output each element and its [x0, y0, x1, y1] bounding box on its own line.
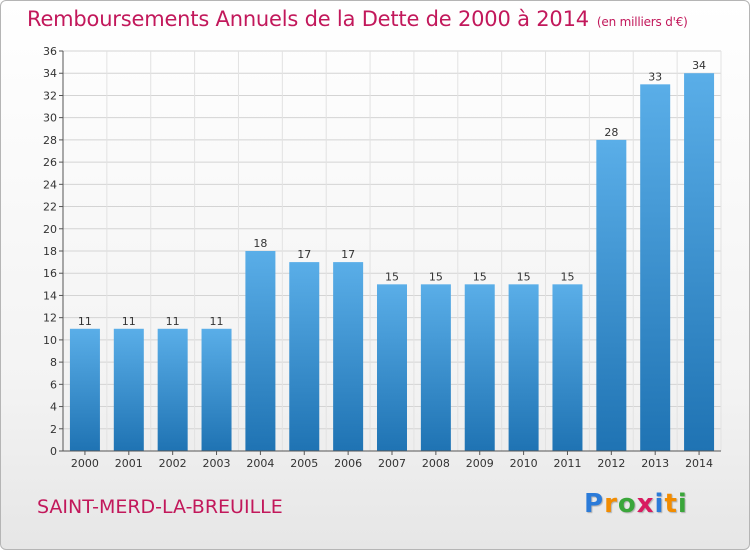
- data-label-2002: 11: [166, 315, 180, 328]
- x-tick-label: 2013: [641, 457, 669, 470]
- bar-2005: [289, 262, 320, 451]
- logo-letter: P: [584, 489, 605, 519]
- logo-letter: o: [617, 489, 637, 519]
- chart-title: Remboursements Annuels de la Dette de 20…: [27, 7, 688, 31]
- y-tick-label: 4: [50, 401, 57, 414]
- bar-2006: [333, 262, 364, 451]
- x-tick-label: 2010: [510, 457, 538, 470]
- x-tick-label: 2014: [685, 457, 713, 470]
- chart-subtitle: (en milliers d'€): [596, 15, 688, 29]
- bars: [69, 73, 715, 451]
- data-label-2012: 28: [604, 126, 618, 139]
- data-label-2013: 33: [648, 70, 662, 83]
- data-label-2010: 15: [517, 270, 531, 283]
- logo-letter: t: [664, 489, 678, 519]
- x-tick-label: 2005: [290, 457, 318, 470]
- logo-letter: i: [654, 489, 665, 519]
- y-tick-label: 0: [50, 445, 57, 458]
- y-tick-label: 14: [43, 289, 57, 302]
- data-label-2011: 15: [560, 270, 574, 283]
- y-tick-label: 6: [50, 378, 57, 391]
- bar-2014: [684, 73, 715, 451]
- data-label-2006: 17: [341, 248, 355, 261]
- bar-2003: [201, 328, 232, 451]
- y-tick-label: 16: [43, 267, 57, 280]
- data-labels: 11 11 11 11 18 17 17 15 15 15 15 15 28 33 34: [78, 59, 706, 328]
- bar-2004: [245, 251, 276, 451]
- data-label-2007: 15: [385, 270, 399, 283]
- x-tick-label: 2008: [422, 457, 450, 470]
- data-label-2008: 15: [429, 270, 443, 283]
- data-label-2009: 15: [473, 270, 487, 283]
- bar-2012: [596, 139, 627, 451]
- x-tick-label: 2001: [115, 457, 143, 470]
- x-tick-label: 2007: [378, 457, 406, 470]
- data-label-2001: 11: [122, 315, 136, 328]
- bar-2007: [377, 284, 407, 451]
- y-tick-label: 32: [43, 89, 57, 102]
- x-tick-label: 2003: [203, 457, 231, 470]
- x-tick-label: 2011: [553, 457, 581, 470]
- y-tick-label: 28: [43, 134, 57, 147]
- bar-2002: [157, 328, 188, 451]
- x-tick-label: 2000: [71, 457, 99, 470]
- y-tick-label: 2: [50, 423, 57, 436]
- y-tick-label: 26: [43, 156, 57, 169]
- x-tick-label: 2004: [246, 457, 274, 470]
- x-tick-label: 2012: [597, 457, 625, 470]
- data-label-2000: 11: [78, 315, 92, 328]
- x-tick-label: 2006: [334, 457, 362, 470]
- chart-title-text: Remboursements Annuels de la Dette de 20…: [27, 7, 589, 31]
- data-label-2014: 34: [692, 59, 706, 72]
- y-tick-label: 12: [43, 312, 57, 325]
- bar-2000: [69, 328, 100, 451]
- data-label-2004: 18: [253, 237, 267, 250]
- bar-2008: [420, 284, 451, 451]
- data-label-2003: 11: [210, 315, 224, 328]
- y-tick-label: 30: [43, 112, 57, 125]
- city-name: SAINT-MERD-LA-BREUILLE: [37, 496, 283, 518]
- bar-2011: [552, 284, 583, 451]
- x-tick-label: 2002: [159, 457, 187, 470]
- y-tick-label: 18: [43, 245, 57, 258]
- y-tick-label: 34: [43, 67, 57, 80]
- bar-2009: [464, 284, 495, 451]
- x-tick-label: 2009: [466, 457, 494, 470]
- y-tick-label: 24: [43, 178, 57, 191]
- y-tick-label: 22: [43, 201, 57, 214]
- y-tick-label: 8: [50, 356, 57, 369]
- logo-letter: i: [677, 489, 688, 519]
- bar-2013: [640, 84, 671, 451]
- y-tick-label: 36: [43, 45, 57, 58]
- logo-letter: r: [604, 489, 618, 519]
- bar-2001: [113, 328, 144, 451]
- bar-2010: [508, 284, 539, 451]
- proxiti-logo: Proxiti: [584, 489, 688, 519]
- logo-letter: x: [636, 489, 655, 519]
- y-tick-label: 10: [43, 334, 57, 347]
- y-tick-label: 20: [43, 223, 57, 236]
- data-label-2005: 17: [297, 248, 311, 261]
